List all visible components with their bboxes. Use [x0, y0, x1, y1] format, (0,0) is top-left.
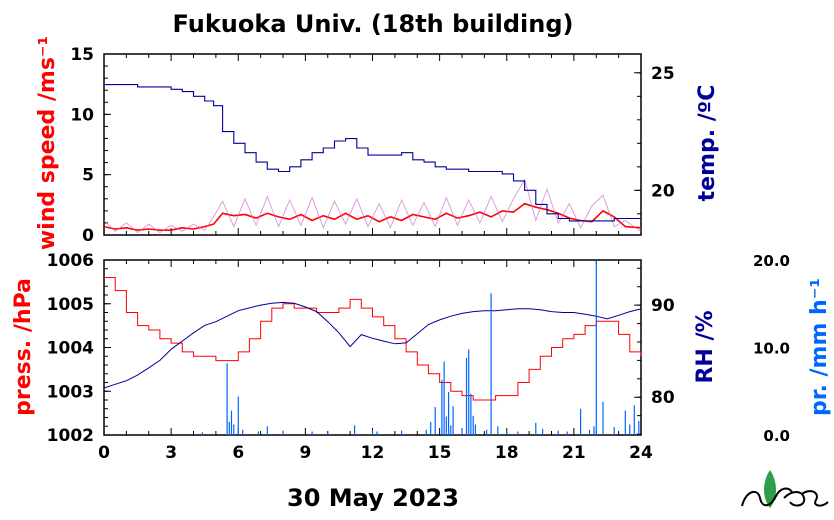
x-tick-label: 18: [495, 443, 519, 463]
bottom-panel: 0 3 6 9 12 15 18 21 24 1002 1003 1004 1005 1006 80 90…: [11, 251, 832, 463]
x-tick-label: 15: [428, 443, 452, 463]
y-tick-label: 25: [651, 64, 675, 84]
y-tick-label: 1002: [47, 426, 94, 446]
x-tick-label: 6: [232, 443, 244, 463]
bottom-x-ticks: 0 3 6 9 12 15 18 21 24: [98, 260, 653, 463]
top-series: [103, 84, 642, 234]
date-label: 30 May 2023: [287, 484, 459, 512]
rh-axis-label: RH /%: [693, 310, 718, 383]
x-tick-label: 21: [562, 443, 586, 463]
y-tick-label: 1005: [47, 295, 94, 315]
y-tick-label: 90: [651, 296, 675, 316]
precip-tick-label: 10.0: [753, 340, 790, 358]
precip-axis-label: pr. /mm h⁻¹: [807, 278, 832, 416]
temperature-series: [104, 84, 641, 222]
y-tick-label: 1006: [47, 251, 94, 271]
x-tick-label: 24: [629, 443, 653, 463]
x-tick-label: 9: [299, 443, 311, 463]
rh-series: [103, 301, 642, 389]
precip-tick-label: 20.0: [753, 252, 790, 270]
pressure-axis-label: press. /hPa: [11, 278, 36, 416]
chart-title: Fukuoka Univ. (18th building): [173, 10, 574, 38]
y-tick-label: 1004: [47, 339, 94, 359]
y-tick-label: 1003: [47, 382, 94, 402]
y-tick-label: 5: [82, 166, 94, 186]
logo-swash-icon: [741, 487, 829, 507]
y-tick-label: 80: [651, 388, 675, 408]
wind-gust-series: [103, 178, 642, 234]
bottom-series: [103, 260, 642, 435]
wind-speed-axis-label: wind speed /ms⁻¹: [35, 36, 60, 250]
y-tick-label: 10: [70, 105, 94, 125]
nies-logo: [741, 470, 829, 508]
top-left-y-ticks: 0 5 10 15: [70, 45, 111, 246]
top-x-ticks: [103, 54, 642, 235]
y-tick-label: 15: [70, 45, 94, 65]
temp-axis-label: temp. /ºC: [695, 85, 720, 202]
bottom-left-y-ticks: 1002 1003 1004 1005 1006: [47, 251, 111, 446]
logo-leaf-icon: [764, 470, 776, 508]
precip-tick-label: 0.0: [763, 427, 790, 445]
precip-y-ticks: 0.0 10.0 20.0: [753, 252, 790, 445]
x-tick-label: 3: [165, 443, 177, 463]
bottom-right-y-ticks: 80 90: [634, 267, 675, 435]
y-tick-label: 0: [82, 226, 94, 246]
y-tick-label: 20: [651, 181, 675, 201]
pressure-series: [104, 277, 642, 401]
x-tick-label: 0: [98, 443, 110, 463]
top-panel-frame: [103, 53, 642, 236]
x-tick-label: 12: [361, 443, 385, 463]
